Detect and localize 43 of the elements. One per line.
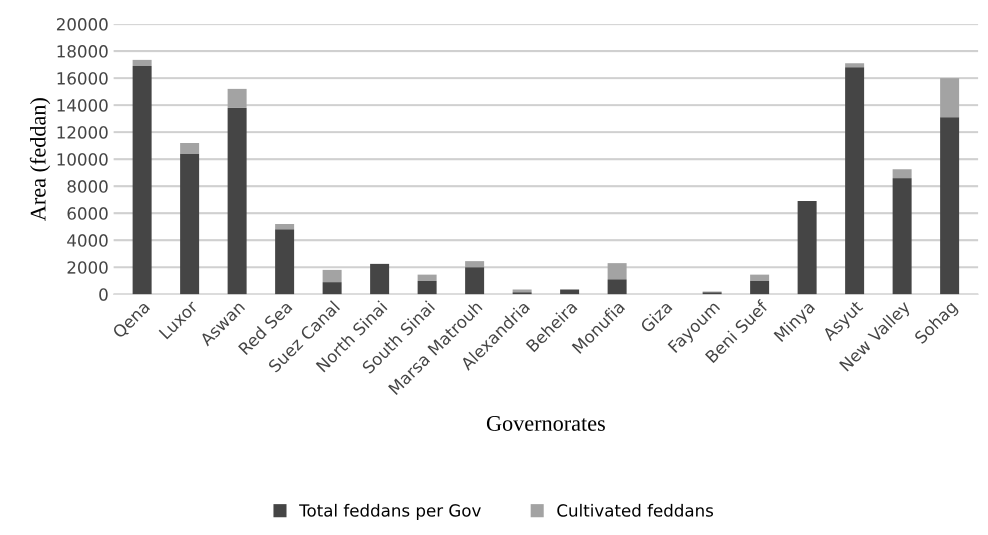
y-tick-label: 6000 [68, 207, 108, 220]
bar [845, 67, 864, 294]
bar [892, 178, 912, 294]
bar [275, 224, 294, 230]
y-tick-label: 8000 [67, 180, 108, 193]
bar [228, 88, 247, 108]
y-tick-label: 2000 [68, 261, 108, 274]
bar [465, 267, 484, 294]
bar [180, 142, 200, 154]
bar [750, 274, 770, 281]
bar [845, 63, 864, 68]
bar [750, 280, 770, 294]
y-tick-label: 20000 [56, 18, 108, 31]
bar [228, 108, 247, 294]
bar [608, 263, 627, 280]
y-tick-label: 4000 [67, 234, 108, 247]
y-tick-label: 18000 [58, 45, 108, 58]
y-tick-label: 16000 [58, 72, 108, 85]
bar [512, 290, 532, 292]
y-axis-title: Area (feddan) [30, 98, 50, 221]
y-tick-label: 12000 [58, 126, 108, 139]
bar [180, 154, 200, 294]
bar [940, 117, 960, 294]
bar [370, 264, 390, 294]
bar [465, 261, 484, 268]
bar [418, 274, 437, 281]
y-tick-label: 10000 [58, 153, 108, 166]
y-tick-label: 0 [99, 288, 108, 301]
bar [322, 282, 342, 294]
bar [892, 169, 912, 178]
bar [132, 66, 152, 294]
bar [275, 229, 294, 294]
y-tick-label: 14000 [58, 99, 108, 112]
bar [322, 270, 342, 282]
bar [608, 279, 627, 294]
legend-label: Cultivated feddans [557, 504, 714, 517]
bar [418, 280, 437, 294]
x-axis-title: Governorates [486, 416, 605, 431]
bar [132, 60, 152, 66]
legend-label: Total feddans per Gov [299, 504, 481, 520]
bar [560, 290, 580, 294]
bar [940, 78, 960, 118]
bar [798, 201, 817, 294]
